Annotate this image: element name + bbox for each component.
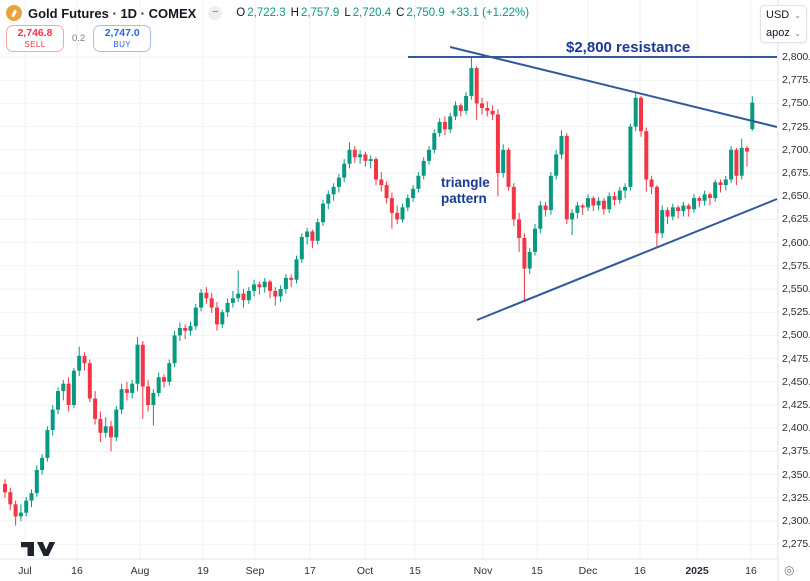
scale-reset-icon[interactable]: ◎ <box>784 563 795 577</box>
chevron-down-icon: ⌄ <box>794 28 801 38</box>
gold-futures-logo-icon <box>6 5 22 21</box>
resistance-annotation[interactable]: $2,800 resistance <box>566 39 691 56</box>
price-tick-label: 2,650.0 <box>782 190 810 203</box>
unit-dropdown[interactable]: apoz ⌄ <box>761 24 806 42</box>
price-tick-label: 2,425.0 <box>782 399 810 411</box>
time-tick-label: 16 <box>634 565 646 577</box>
open-label: O <box>236 7 246 19</box>
price-tick-label: 2,300.0 <box>782 515 810 527</box>
price-tick-label: 2,600.0 <box>782 236 810 249</box>
minus-circle-icon[interactable]: − <box>208 6 223 20</box>
time-tick-label: Sep <box>245 565 265 577</box>
ohlc-readout: O 2,722.3 H 2,757.9 L 2,720.4 C 2,750.9 … <box>236 7 529 19</box>
time-tick-label: 17 <box>304 565 316 577</box>
time-tick-label: 16 <box>71 565 83 577</box>
time-tick-label: 16 <box>745 565 757 577</box>
price-axis[interactable]: 2,800.0 2,775.0 2,750.0 2,725.0 2,700.0 2,675… <box>779 0 810 559</box>
chevron-down-icon: ⌄ <box>794 10 801 20</box>
price-tick-label: 2,550.0 <box>782 283 810 295</box>
price-tick-label: 2,325.0 <box>782 491 810 504</box>
price-tick-label: 2,575.0 <box>782 259 810 272</box>
buy-price: 2,747.0 <box>104 27 140 40</box>
price-tick-label: 2,400.0 <box>782 422 810 435</box>
time-tick-label: Jul <box>18 565 32 577</box>
change-value: +33.1 (+1.22%) <box>449 7 530 19</box>
sell-button[interactable]: 2,746.8 SELL <box>6 25 64 52</box>
triangle-pattern-annotation[interactable]: triangle pattern <box>441 175 490 207</box>
chart-header: Gold Futures · 1D · COMEX − O 2,722.3 H … <box>6 4 529 52</box>
price-tick-label: 2,675.0 <box>782 167 810 179</box>
price-tick-label: 2,700.0 <box>782 143 810 156</box>
candlestick-series[interactable] <box>3 56 755 526</box>
price-tick-label: 2,500.0 <box>782 329 810 342</box>
time-tick-label: Dec <box>578 565 598 577</box>
sell-label: SELL <box>24 39 46 49</box>
time-tick-label: Aug <box>130 565 150 577</box>
low-value: 2,720.4 <box>352 7 392 19</box>
price-tick-label: 2,375.0 <box>782 445 810 458</box>
price-tick-label: 2,625.0 <box>782 213 810 226</box>
open-value: 2,722.3 <box>247 7 286 19</box>
gridlines <box>0 0 778 559</box>
price-tick-label: 2,725.0 <box>782 120 810 133</box>
unit-value: apoz <box>766 27 790 39</box>
close-value: 2,750.9 <box>406 7 445 19</box>
price-tick-label: 2,275.0 <box>782 538 810 551</box>
price-tick-label: 2,750.0 <box>782 97 810 110</box>
time-tick-label: Oct <box>356 565 374 577</box>
symbol-title[interactable]: Gold Futures · 1D · COMEX <box>28 5 197 21</box>
time-axis[interactable]: Jul 16 Aug 19 Sep 17 Oct 15 Nov 15 Dec 16 2025 16 <box>0 559 778 581</box>
buy-label: BUY <box>113 39 132 49</box>
price-tick-label: 2,475.0 <box>782 352 810 365</box>
time-tick-label: 2025 <box>685 565 709 577</box>
time-tick-label: 19 <box>197 565 209 577</box>
price-tick-label: 2,775.0 <box>782 74 810 87</box>
currency-value: USD <box>766 9 790 21</box>
sell-price: 2,746.8 <box>17 27 53 40</box>
price-scale-unit-selector: USD ⌄ apoz ⌄ <box>760 5 807 43</box>
time-tick-label: Nov <box>473 565 493 577</box>
price-tick-label: 2,450.0 <box>782 375 810 388</box>
triangle-pattern-line1: triangle <box>441 175 490 190</box>
ascending-line[interactable] <box>476 198 778 321</box>
price-tick-label: 2,800.0 <box>782 51 810 63</box>
price-tick-label: 2,525.0 <box>782 306 810 319</box>
price-tick-label: 2,350.0 <box>782 468 810 481</box>
triangle-pattern-line2: pattern <box>441 191 487 206</box>
descending-line[interactable] <box>449 46 778 128</box>
low-label: L <box>344 7 351 19</box>
buy-button[interactable]: 2,747.0 BUY <box>93 25 152 52</box>
spread-value: 0.2 <box>72 33 86 44</box>
high-value: 2,757.9 <box>300 7 340 19</box>
high-label: H <box>290 7 299 19</box>
tradingview-logo[interactable] <box>21 542 59 562</box>
currency-dropdown[interactable]: USD ⌄ <box>761 6 806 24</box>
close-label: C <box>396 7 405 19</box>
time-tick-label: 15 <box>409 565 421 577</box>
time-tick-label: 15 <box>531 565 543 577</box>
